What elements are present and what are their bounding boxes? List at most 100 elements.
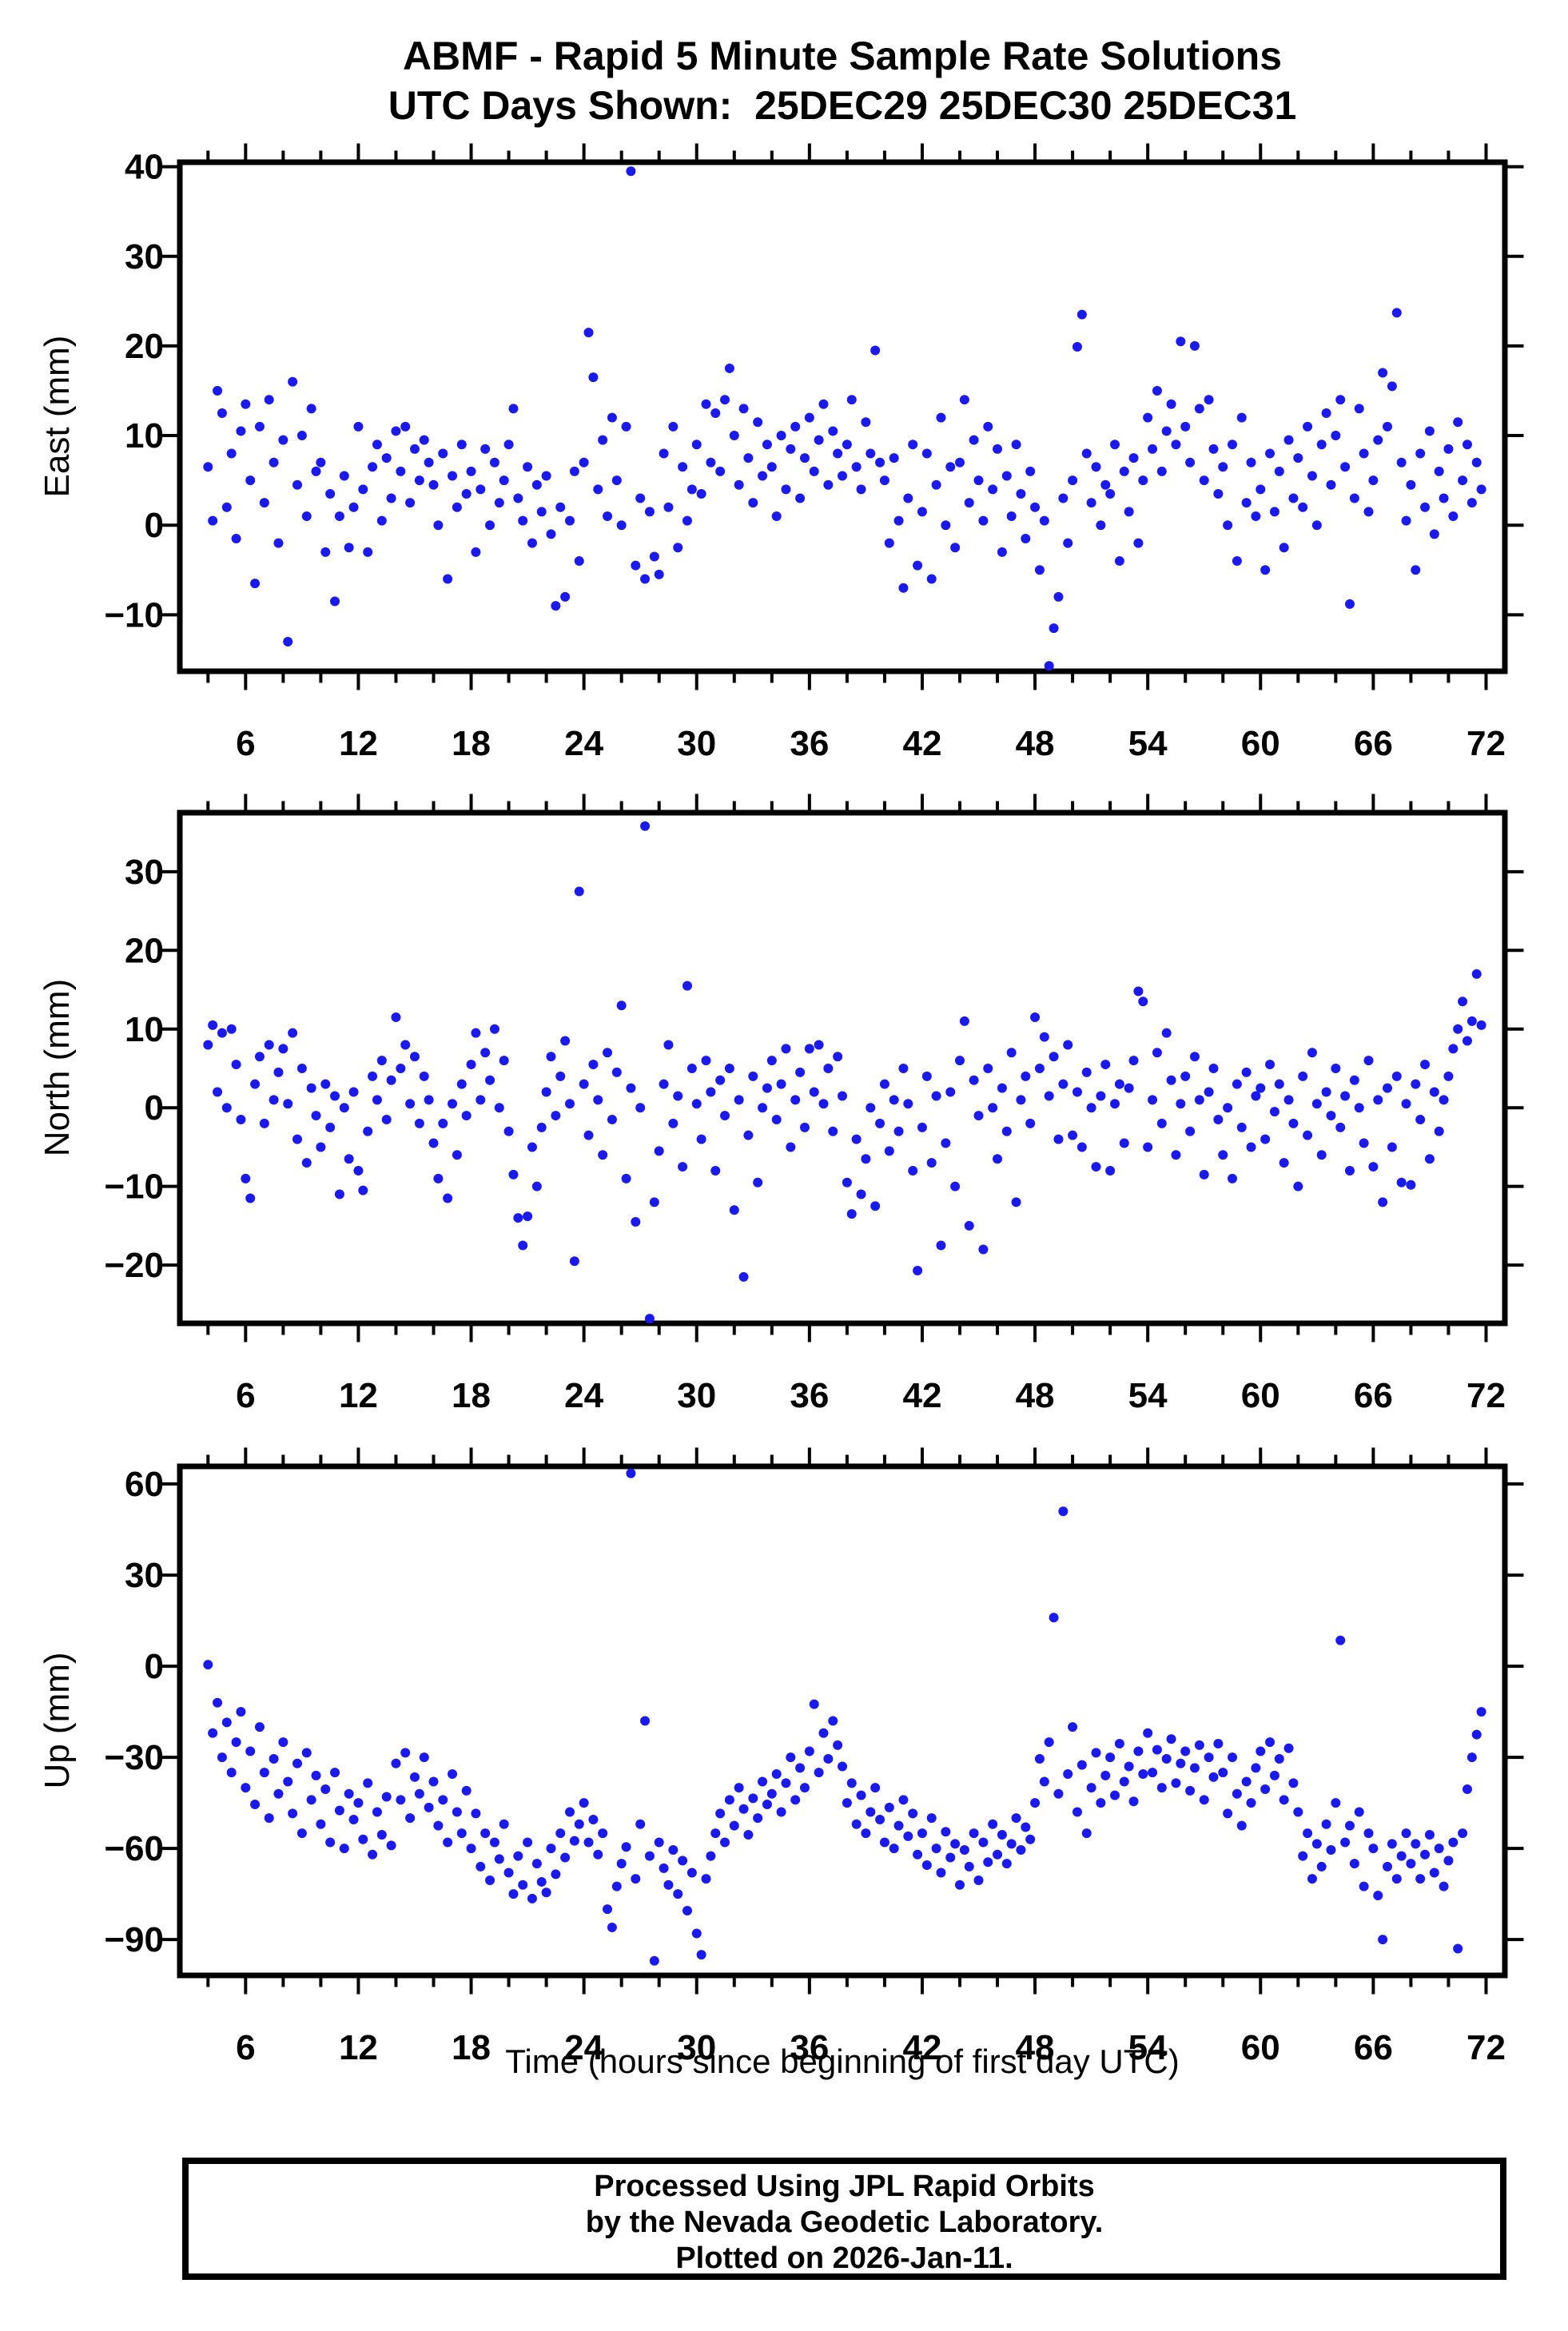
data-point xyxy=(1269,1770,1279,1780)
data-point xyxy=(503,440,514,450)
data-point xyxy=(1171,1150,1181,1160)
data-point xyxy=(771,1114,782,1124)
data-point xyxy=(1453,1024,1463,1034)
data-point xyxy=(889,453,899,463)
data-point xyxy=(856,1189,866,1199)
data-point xyxy=(1100,1770,1111,1780)
data-point xyxy=(762,1800,772,1810)
data-point xyxy=(973,475,984,486)
data-point xyxy=(485,520,495,531)
data-point xyxy=(1274,1079,1284,1089)
data-point xyxy=(823,1063,834,1073)
data-point xyxy=(1156,1783,1167,1793)
y-tick-label: −10 xyxy=(104,1167,164,1207)
data-point xyxy=(1006,511,1017,521)
data-point xyxy=(1138,996,1148,1007)
data-point xyxy=(1406,1179,1416,1190)
data-point xyxy=(518,1240,528,1251)
data-point xyxy=(1265,448,1275,459)
data-point xyxy=(546,1844,556,1854)
data-point xyxy=(391,1758,401,1768)
data-point xyxy=(363,1126,373,1136)
data-point xyxy=(1218,1768,1228,1778)
data-point xyxy=(758,471,768,481)
data-point xyxy=(1269,1107,1279,1117)
data-point xyxy=(396,466,406,476)
data-point xyxy=(1458,475,1468,486)
data-point xyxy=(724,1063,734,1073)
data-point xyxy=(654,569,664,579)
data-point xyxy=(1260,565,1271,575)
data-point xyxy=(461,1785,472,1796)
data-point xyxy=(903,493,913,503)
data-point xyxy=(1114,1739,1124,1749)
data-point xyxy=(344,543,354,553)
data-point xyxy=(278,1044,289,1054)
data-point xyxy=(527,1893,537,1903)
data-point xyxy=(978,1837,989,1848)
data-point xyxy=(879,1837,889,1848)
data-point xyxy=(1311,1839,1322,1849)
data-point xyxy=(241,1173,251,1183)
data-point xyxy=(213,1087,223,1097)
data-point xyxy=(1387,1142,1397,1152)
data-point xyxy=(1176,1099,1186,1109)
x-tick-label: 48 xyxy=(1016,724,1055,763)
data-point xyxy=(696,1134,706,1144)
data-point xyxy=(678,1162,688,1172)
data-point xyxy=(1251,511,1261,521)
data-point xyxy=(1034,1063,1045,1073)
data-point xyxy=(1415,448,1426,459)
data-point xyxy=(1156,466,1167,476)
data-point xyxy=(391,1012,401,1022)
data-point xyxy=(527,1142,537,1152)
data-point xyxy=(1124,1761,1134,1772)
data-point xyxy=(1180,421,1191,432)
data-point xyxy=(250,1079,261,1089)
data-point xyxy=(334,511,344,521)
data-point xyxy=(339,471,349,481)
data-point xyxy=(710,1828,721,1839)
data-point xyxy=(1068,475,1078,486)
data-point xyxy=(1321,1819,1331,1829)
data-point xyxy=(560,1852,571,1863)
data-point xyxy=(1391,308,1402,318)
data-point xyxy=(626,1468,636,1478)
data-point xyxy=(301,1748,312,1758)
data-point xyxy=(1199,1795,1209,1805)
data-point xyxy=(1236,1122,1247,1132)
data-point xyxy=(993,1154,1003,1164)
data-point xyxy=(1429,1087,1439,1097)
data-point xyxy=(296,431,307,441)
data-point xyxy=(969,1075,979,1085)
data-point xyxy=(1420,1060,1431,1070)
data-point xyxy=(1439,1095,1449,1105)
data-point xyxy=(1143,1142,1153,1152)
data-point xyxy=(226,1024,237,1034)
data-point xyxy=(1185,1126,1196,1136)
x-tick-label: 66 xyxy=(1354,2028,1393,2067)
data-point xyxy=(607,1114,617,1124)
up-plot-frame xyxy=(177,1463,1508,1979)
data-point xyxy=(1368,475,1379,486)
data-point xyxy=(283,1099,293,1109)
data-point xyxy=(443,1837,453,1848)
data-point xyxy=(1152,1048,1162,1058)
data-point xyxy=(898,1795,909,1805)
data-point xyxy=(414,1118,424,1128)
data-point xyxy=(701,399,711,409)
data-point xyxy=(494,1103,504,1113)
data-point xyxy=(1383,1083,1393,1093)
data-point xyxy=(1030,502,1041,512)
data-point xyxy=(809,1087,819,1097)
data-point xyxy=(738,404,749,414)
data-point xyxy=(1246,1142,1256,1152)
data-point xyxy=(846,1778,857,1788)
data-point xyxy=(1471,457,1482,467)
data-point xyxy=(1185,457,1196,467)
data-point xyxy=(828,1126,838,1136)
data-point xyxy=(551,1111,561,1121)
data-point xyxy=(273,1788,284,1799)
data-point xyxy=(1246,1798,1256,1808)
data-point xyxy=(485,1075,495,1085)
